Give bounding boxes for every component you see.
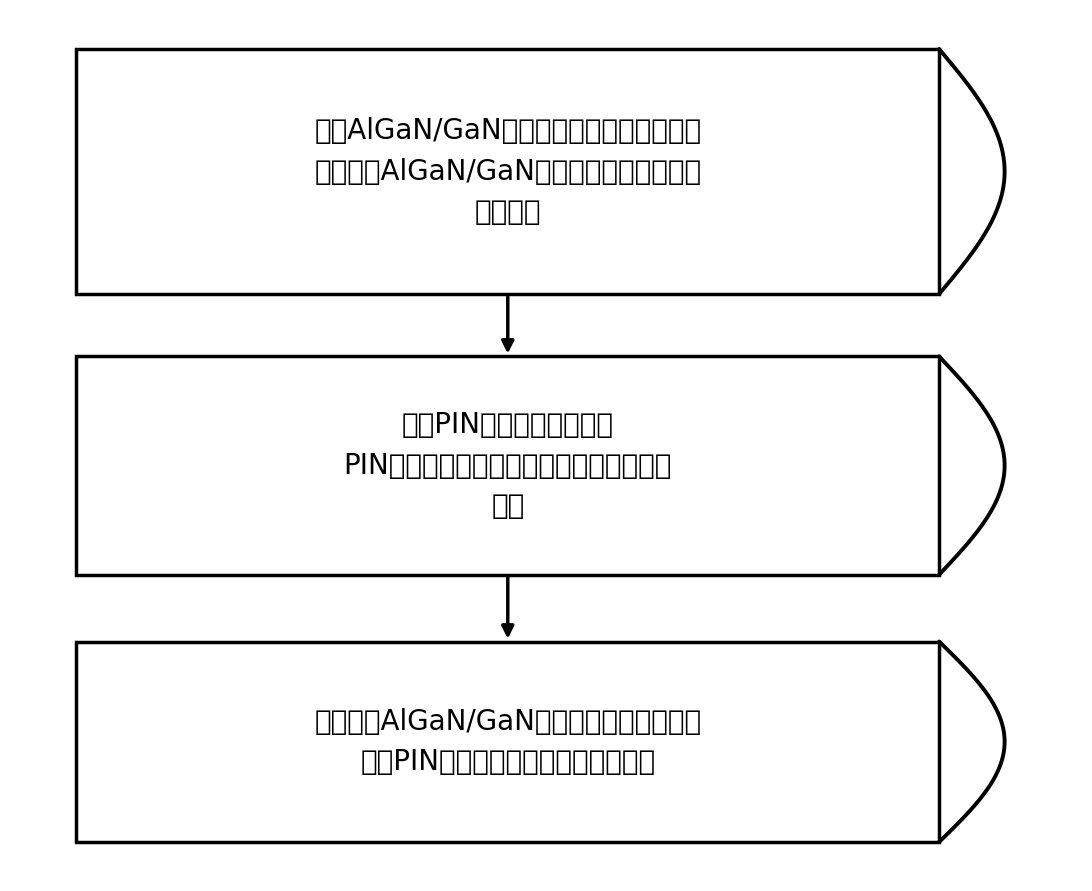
Text: 制备AlGaN/GaN高电子迁移率晶体管，测试
得到所述AlGaN/GaN高电子迁移率晶体管的
输入阻抗: 制备AlGaN/GaN高电子迁移率晶体管，测试 得到所述AlGaN/GaN高电子…: [314, 118, 701, 225]
Text: 键合所述AlGaN/GaN高电子迁移率晶体管和
所述PIN二极管，得到预失真集成电路: 键合所述AlGaN/GaN高电子迁移率晶体管和 所述PIN二极管，得到预失真集成…: [314, 707, 701, 776]
FancyBboxPatch shape: [76, 356, 939, 575]
Text: 制备PIN二极管，使得所述
PIN二极管的输出阻抗与所述输入阻抗共轭
匹配: 制备PIN二极管，使得所述 PIN二极管的输出阻抗与所述输入阻抗共轭 匹配: [344, 412, 672, 519]
FancyBboxPatch shape: [76, 49, 939, 294]
FancyBboxPatch shape: [76, 642, 939, 842]
